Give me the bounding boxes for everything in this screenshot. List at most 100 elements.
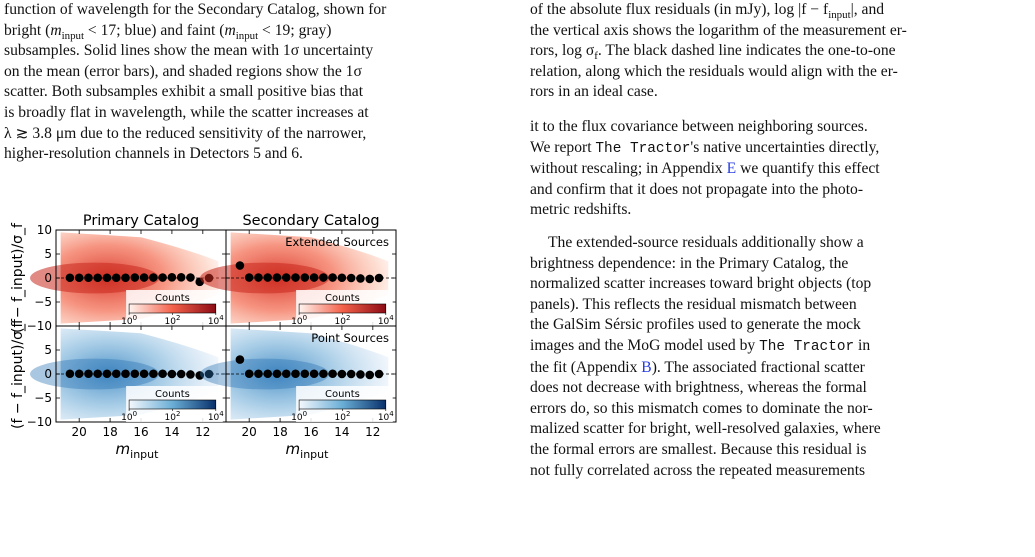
body-line: does not decrease with brightness, where…: [530, 378, 1030, 399]
mean-point: [111, 369, 121, 379]
caption-line: relation, along which the residuals woul…: [530, 62, 1030, 83]
body-line: The extended-source residuals additional…: [530, 233, 1030, 254]
body-line: panels). This reflects the residual mism…: [530, 295, 1030, 316]
caption-text: rors in an ideal case.: [530, 83, 658, 101]
body-text-span: without rescaling; in Appendix: [530, 160, 727, 178]
mean-point: [130, 369, 140, 379]
mean-point: [356, 370, 365, 379]
body-line: We report The Tractor's native uncertain…: [530, 138, 1030, 160]
mean-point: [365, 370, 375, 380]
mean-point: [65, 369, 75, 379]
x-tick-label: 14: [164, 425, 179, 439]
y-tick-label: −5: [34, 391, 52, 405]
mean-point: [204, 369, 214, 379]
math-sub: input: [61, 29, 85, 42]
mean-point: [158, 273, 167, 282]
math-var: m: [224, 21, 236, 39]
caption-text: relation, along which the residuals woul…: [530, 62, 898, 80]
y-tick-label: 5: [44, 247, 52, 261]
caption-text: function of wavelength for the Secondary…: [4, 1, 387, 18]
body-line: the formal errors are smallest. Because …: [530, 440, 1030, 461]
mean-point: [186, 273, 195, 282]
body-text-span: it to the flux covariance between neighb…: [530, 118, 868, 135]
math-sub: f: [594, 50, 598, 63]
mean-point: [263, 273, 273, 282]
caption-line: scatter. Both subsamples exhibit a small…: [4, 82, 498, 103]
code-name: The Tractor: [759, 338, 855, 355]
body-line: malized scatter for bright, well-resolve…: [530, 419, 1030, 440]
colorbar-label: Counts: [155, 389, 190, 400]
body-text-span: the fit (Appendix: [530, 358, 642, 376]
caption-line: of the absolute flux residuals (in mJy),…: [530, 0, 1030, 21]
appendix-e-link[interactable]: E: [726, 160, 737, 178]
y-axis-label: (f − f_input)/σ_f: [10, 222, 26, 333]
body-text-span: brightness dependence: in the Primary Ca…: [530, 254, 849, 272]
mean-point: [139, 273, 149, 282]
caption-line: is broadly flat in wavelength, while the…: [4, 103, 498, 124]
mean-point: [328, 273, 337, 282]
body-text-span: 's native uncertainties directly,: [690, 138, 880, 156]
caption-line: on the mean (error bars), and shaded reg…: [4, 62, 498, 83]
caption-text: of the absolute flux residuals (in mJy),…: [530, 1, 829, 18]
body-text-span: panels). This reflects the residual mism…: [530, 295, 857, 313]
caption-text: scatter. Both subsamples exhibit a small…: [4, 83, 364, 101]
caption-line: subsamples. Solid lines show the mean wi…: [4, 41, 498, 62]
body-text-span: does not decrease with brightness, where…: [530, 379, 867, 397]
mean-point: [291, 369, 300, 379]
appendix-b-link[interactable]: B: [641, 358, 652, 376]
caption-text: bright (: [4, 21, 51, 39]
mean-point: [244, 273, 254, 282]
caption-text: is broadly flat in wavelength, while the…: [4, 103, 369, 121]
caption-line: rors in an ideal case.: [530, 82, 1030, 103]
x-tick-label: 16: [133, 425, 148, 439]
mean-point: [244, 369, 254, 379]
mean-point: [149, 273, 158, 282]
figure-caption-left: function of wavelength for the Secondary…: [4, 0, 498, 165]
mean-point: [65, 273, 75, 283]
body-text-span: images and the MoG model used by: [530, 336, 760, 354]
y-tick-label: 0: [44, 367, 52, 381]
body-line: not fully correlated across the repeated…: [530, 461, 1030, 482]
mean-point: [93, 369, 103, 379]
mean-point: [167, 369, 177, 379]
caption-text: < 17; blue) and faint (: [84, 21, 225, 39]
caption-line: function of wavelength for the Secondary…: [4, 0, 498, 21]
row-label: Point Sources: [311, 331, 389, 345]
caption-text: the vertical axis shows the logarithm of…: [530, 21, 907, 39]
colorbar: [298, 399, 387, 410]
y-tick-label: −10: [27, 415, 52, 429]
caption-text: < 19; gray): [258, 21, 332, 39]
body-line: the GalSim Sérsic profiles used to gener…: [530, 315, 1030, 336]
body-text-span: metric redshifts.: [530, 201, 632, 219]
mean-point: [93, 273, 103, 283]
mean-point: [356, 274, 365, 283]
mean-point: [365, 274, 375, 284]
body-line: without rescaling; in Appendix E we quan…: [530, 159, 1030, 180]
mean-point: [309, 273, 319, 282]
x-tick-label: 18: [272, 425, 287, 439]
mean-point: [309, 369, 319, 379]
mean-point: [176, 272, 186, 282]
colorbar-label: Counts: [325, 293, 360, 304]
code-name: The Tractor: [595, 140, 691, 157]
mean-point: [130, 273, 140, 282]
y-tick-label: −5: [34, 295, 52, 309]
y-tick-label: 0: [44, 271, 52, 285]
mean-point: [328, 369, 337, 379]
mean-point: [84, 273, 93, 283]
math-sub: input: [828, 9, 851, 22]
body-line: and confirm that it does not propagate i…: [530, 180, 1030, 201]
math-sub: input: [235, 29, 259, 42]
mean-point: [254, 369, 263, 379]
mean-point: [281, 369, 291, 379]
body-text: it to the flux covariance between neighb…: [530, 117, 1030, 481]
x-tick-label: 12: [365, 425, 380, 439]
caption-text: λ ≳ 3.8 μm due to the reduced sensitivit…: [4, 124, 367, 142]
body-line: brightness dependence: in the Primary Ca…: [530, 254, 1030, 275]
caption-line: the vertical axis shows the logarithm of…: [530, 21, 1030, 42]
colorbar: [128, 399, 217, 410]
caption-text: |, and: [850, 1, 885, 18]
